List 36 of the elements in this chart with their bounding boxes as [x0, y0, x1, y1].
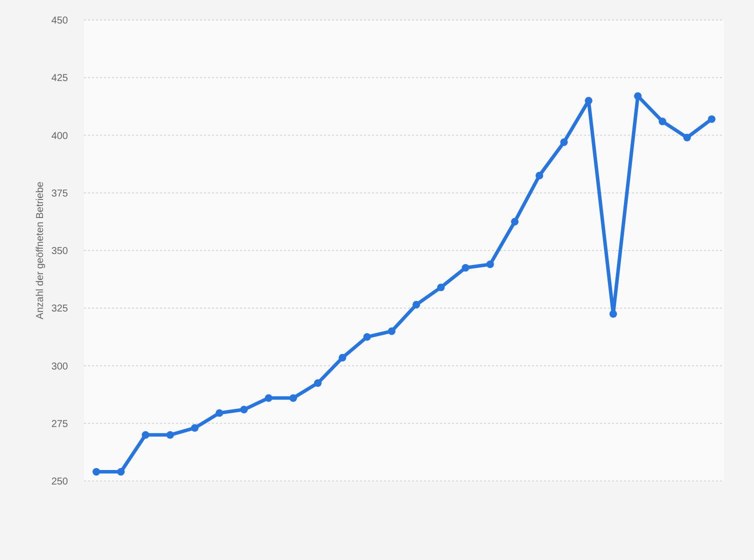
y-axis-title: Anzahl der geöffneten Betriebe: [35, 181, 46, 320]
point: [584, 96, 592, 104]
point: [314, 379, 322, 387]
y-tick-label: 275: [51, 418, 68, 430]
point: [363, 333, 371, 341]
point: [92, 468, 100, 476]
y-tick-label: 250: [51, 476, 68, 488]
point: [486, 260, 494, 268]
y-tick-label: 325: [51, 304, 68, 315]
y-tick-label: 300: [51, 361, 68, 372]
y-tick-label: 450: [51, 16, 68, 26]
point: [216, 409, 224, 417]
point: [437, 284, 445, 292]
point: [708, 115, 716, 123]
point: [240, 406, 248, 414]
point: [166, 431, 174, 439]
point: [510, 218, 519, 226]
point: [117, 468, 125, 476]
point: [190, 424, 199, 432]
point: [609, 310, 618, 318]
point: [560, 138, 568, 146]
point: [289, 394, 298, 402]
point: [462, 264, 470, 272]
point: [142, 431, 150, 439]
point: [338, 354, 346, 362]
point: [264, 394, 272, 402]
y-tick-label: 425: [51, 73, 68, 84]
point: [683, 134, 691, 142]
y-tick-label: 350: [51, 246, 68, 257]
point: [412, 300, 420, 308]
point: [388, 327, 396, 335]
y-tick-label: 375: [51, 188, 68, 200]
y-tick-label: 400: [51, 130, 68, 142]
point: [536, 172, 544, 180]
point: [634, 92, 642, 100]
point: [658, 118, 666, 126]
